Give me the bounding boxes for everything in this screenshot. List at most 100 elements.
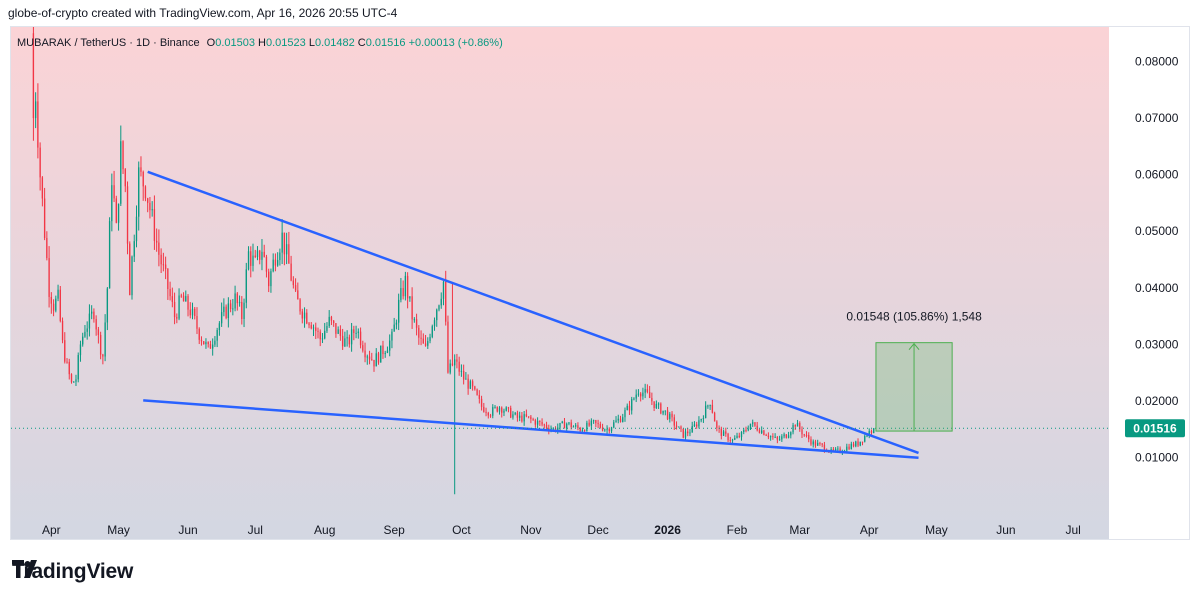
candle bbox=[187, 294, 189, 317]
candle bbox=[855, 440, 857, 448]
candle-body bbox=[297, 290, 299, 300]
candle-body bbox=[227, 303, 230, 319]
candle bbox=[34, 92, 37, 129]
candle-body bbox=[857, 441, 859, 446]
candle-body bbox=[749, 423, 752, 430]
candle-body bbox=[288, 244, 290, 264]
candle-body bbox=[147, 198, 149, 203]
candle bbox=[577, 422, 579, 431]
candle-body bbox=[411, 296, 413, 320]
candle bbox=[216, 327, 218, 348]
candle-body bbox=[850, 443, 852, 450]
candle-body bbox=[469, 381, 472, 389]
candle-body bbox=[418, 327, 420, 338]
candle bbox=[402, 280, 404, 300]
candle-body bbox=[619, 418, 622, 422]
candle bbox=[765, 433, 767, 436]
low-label: L bbox=[308, 37, 315, 49]
price-axis-background bbox=[1109, 27, 1189, 539]
candle-body bbox=[458, 361, 460, 372]
candle-body bbox=[223, 306, 225, 313]
price-axis[interactable]: 0.08000 0.07000 0.06000 0.05000 0.04000 0.030… bbox=[1125, 55, 1185, 465]
candle bbox=[364, 342, 366, 363]
candle bbox=[859, 441, 861, 447]
candle-body bbox=[808, 435, 810, 440]
candle bbox=[456, 353, 458, 369]
candle bbox=[810, 436, 812, 446]
candle bbox=[61, 317, 64, 344]
candle bbox=[126, 181, 129, 255]
candle-body bbox=[682, 428, 684, 438]
x-tick-label: Nov bbox=[520, 523, 541, 537]
candle bbox=[79, 340, 82, 362]
candle bbox=[337, 326, 339, 335]
candle bbox=[265, 254, 268, 278]
candle bbox=[297, 282, 299, 300]
candle bbox=[678, 426, 680, 428]
candle-body bbox=[579, 427, 581, 432]
candle bbox=[303, 307, 306, 328]
candle-body bbox=[756, 425, 758, 431]
candle-body bbox=[355, 332, 357, 334]
candle bbox=[357, 328, 359, 339]
tradingview-brand[interactable]: TradingView bbox=[12, 560, 133, 584]
candle bbox=[808, 432, 810, 443]
candle bbox=[624, 407, 626, 422]
candle bbox=[785, 433, 787, 439]
x-tick-label: May bbox=[107, 523, 130, 537]
candle bbox=[178, 288, 180, 321]
candle bbox=[431, 324, 433, 339]
candle bbox=[227, 297, 230, 328]
candle-body bbox=[814, 441, 817, 446]
candle bbox=[666, 406, 669, 421]
y-tick-label: 0.07000 bbox=[1135, 111, 1179, 125]
candle-body bbox=[637, 393, 640, 395]
candle-body bbox=[344, 338, 346, 347]
candle bbox=[41, 176, 44, 207]
y-tick-label: 0.01000 bbox=[1135, 451, 1179, 465]
candle bbox=[339, 325, 342, 341]
candle-body bbox=[729, 440, 731, 442]
candle bbox=[487, 411, 489, 419]
candle-body bbox=[610, 427, 613, 432]
candle-body bbox=[855, 441, 857, 447]
y-tick-label: 0.05000 bbox=[1135, 224, 1179, 238]
candle bbox=[234, 285, 236, 312]
candle bbox=[436, 308, 438, 327]
candle-body bbox=[427, 341, 429, 346]
candle-body bbox=[438, 305, 440, 310]
candlestick-chart[interactable]: 0.01548 (105.86%) 1,548 0.080000.070000.… bbox=[11, 27, 1190, 540]
candle bbox=[857, 438, 859, 448]
candle-body bbox=[572, 426, 575, 428]
candle bbox=[476, 388, 478, 396]
candle bbox=[247, 246, 250, 271]
candle bbox=[225, 304, 227, 320]
candle bbox=[743, 428, 745, 435]
candle bbox=[124, 168, 126, 193]
candle bbox=[767, 432, 770, 440]
candle bbox=[198, 327, 200, 345]
candle-body bbox=[512, 414, 514, 418]
candle-body bbox=[478, 394, 481, 399]
candle-body bbox=[501, 407, 503, 413]
candle bbox=[489, 413, 492, 418]
brand-name: TradingView bbox=[12, 560, 134, 583]
candle-body bbox=[95, 319, 97, 330]
candle-body bbox=[131, 256, 133, 296]
candle-body bbox=[234, 293, 236, 309]
candle-body bbox=[465, 378, 467, 380]
candle-body bbox=[776, 436, 779, 440]
time-axis[interactable]: Apr May Jun Jul Aug Sep Oct Nov Dec 2026 Feb Mar Apr… bbox=[42, 523, 1081, 537]
candle bbox=[167, 268, 169, 300]
open-label: O bbox=[206, 37, 216, 49]
candle-body bbox=[852, 443, 855, 447]
candle-body bbox=[328, 316, 330, 327]
candle bbox=[196, 307, 198, 335]
chart-pane[interactable]: 0.01548 (105.86%) 1,548 0.08000 0.07000 0.… bbox=[10, 26, 1190, 540]
candle bbox=[57, 284, 59, 302]
candle bbox=[299, 298, 301, 315]
candle bbox=[55, 295, 57, 313]
candle bbox=[792, 422, 794, 435]
candle bbox=[639, 392, 642, 402]
candle bbox=[424, 334, 427, 347]
